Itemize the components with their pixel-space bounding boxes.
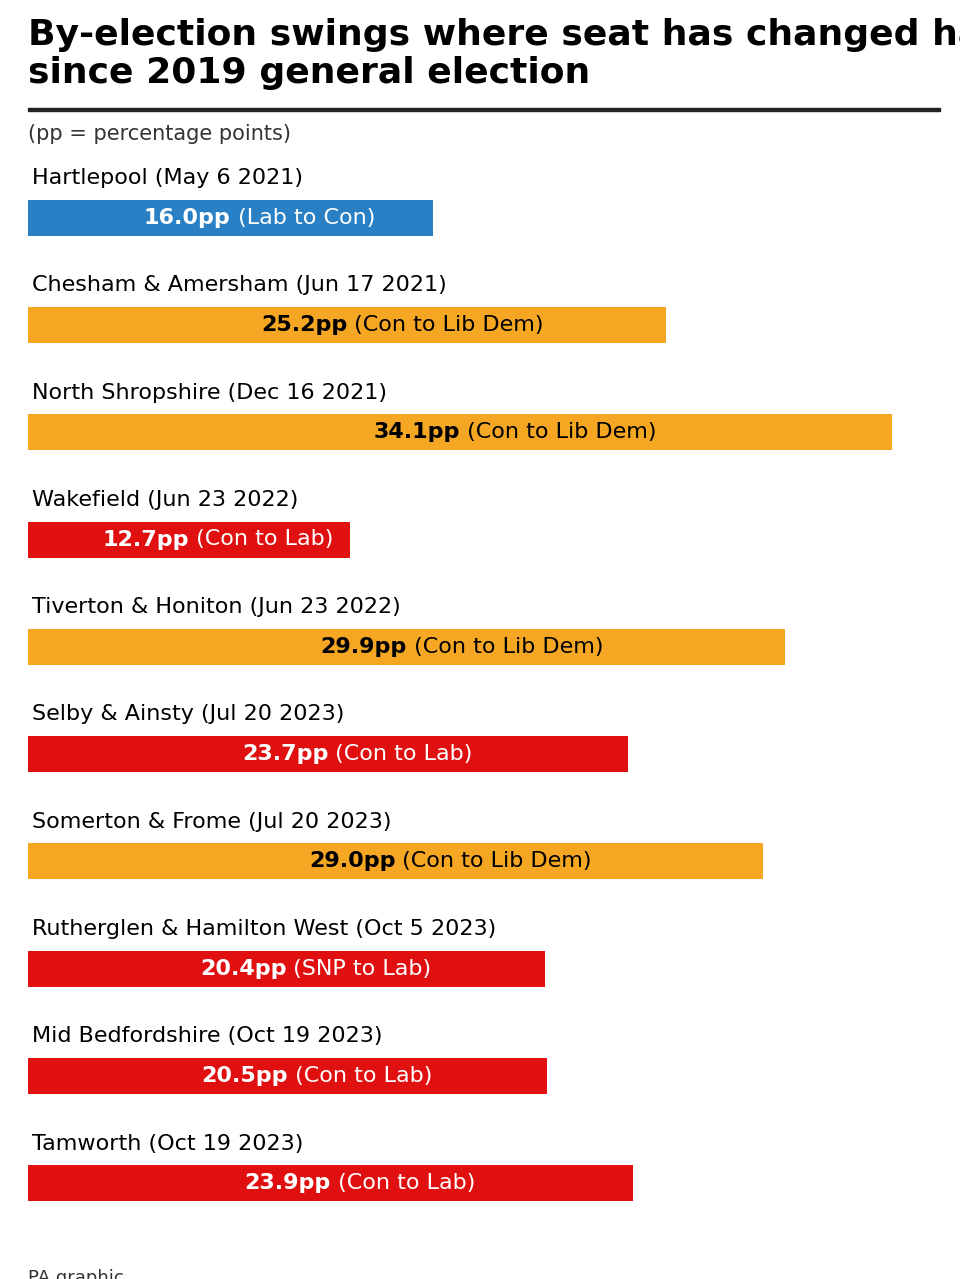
Bar xyxy=(28,1165,634,1201)
Bar xyxy=(28,950,544,986)
Bar xyxy=(28,737,629,773)
Text: 12.7pp: 12.7pp xyxy=(103,530,189,550)
Text: Somerton & Frome (Jul 20 2023): Somerton & Frome (Jul 20 2023) xyxy=(32,812,392,831)
Text: 25.2pp: 25.2pp xyxy=(261,315,348,335)
Bar xyxy=(28,200,433,235)
Text: (SNP to Lab): (SNP to Lab) xyxy=(286,959,432,978)
Text: 20.5pp: 20.5pp xyxy=(202,1065,288,1086)
Bar xyxy=(28,629,785,665)
Bar xyxy=(28,522,349,558)
Bar xyxy=(28,307,666,343)
Text: (Con to Lab): (Con to Lab) xyxy=(328,744,472,764)
Text: (Con to Lab): (Con to Lab) xyxy=(288,1065,432,1086)
Text: PA graphic: PA graphic xyxy=(28,1269,124,1279)
Text: (Con to Lib Dem): (Con to Lib Dem) xyxy=(396,852,591,871)
Text: Tiverton & Honiton (Jun 23 2022): Tiverton & Honiton (Jun 23 2022) xyxy=(32,597,400,618)
Text: 29.9pp: 29.9pp xyxy=(321,637,407,657)
Bar xyxy=(28,843,762,880)
Text: Wakefield (Jun 23 2022): Wakefield (Jun 23 2022) xyxy=(32,490,299,510)
Text: 34.1pp: 34.1pp xyxy=(373,422,460,443)
Text: (Lab to Con): (Lab to Con) xyxy=(230,207,375,228)
Bar xyxy=(28,414,892,450)
Text: (Con to Lib Dem): (Con to Lib Dem) xyxy=(460,422,657,443)
Text: (Con to Lab): (Con to Lab) xyxy=(331,1173,475,1193)
Text: By-election swings where seat has changed hands: By-election swings where seat has change… xyxy=(28,18,960,52)
Text: 23.9pp: 23.9pp xyxy=(245,1173,331,1193)
Text: 23.7pp: 23.7pp xyxy=(242,744,328,764)
Text: (Con to Lib Dem): (Con to Lib Dem) xyxy=(407,637,603,657)
Bar xyxy=(28,107,940,111)
Text: (Con to Lab): (Con to Lab) xyxy=(189,530,333,550)
Text: 16.0pp: 16.0pp xyxy=(144,207,230,228)
Text: North Shropshire (Dec 16 2021): North Shropshire (Dec 16 2021) xyxy=(32,382,387,403)
Text: 29.0pp: 29.0pp xyxy=(309,852,396,871)
Text: Chesham & Amersham (Jun 17 2021): Chesham & Amersham (Jun 17 2021) xyxy=(32,275,446,295)
Bar xyxy=(28,1058,547,1094)
Text: Mid Bedfordshire (Oct 19 2023): Mid Bedfordshire (Oct 19 2023) xyxy=(32,1027,382,1046)
Text: (Con to Lib Dem): (Con to Lib Dem) xyxy=(348,315,543,335)
Text: (pp = percentage points): (pp = percentage points) xyxy=(28,124,291,145)
Text: Rutherglen & Hamilton West (Oct 5 2023): Rutherglen & Hamilton West (Oct 5 2023) xyxy=(32,920,496,939)
Text: since 2019 general election: since 2019 general election xyxy=(28,56,590,90)
Text: 20.4pp: 20.4pp xyxy=(200,959,286,978)
Text: Hartlepool (May 6 2021): Hartlepool (May 6 2021) xyxy=(32,168,303,188)
Text: Tamworth (Oct 19 2023): Tamworth (Oct 19 2023) xyxy=(32,1133,303,1154)
Text: Selby & Ainsty (Jul 20 2023): Selby & Ainsty (Jul 20 2023) xyxy=(32,705,345,724)
